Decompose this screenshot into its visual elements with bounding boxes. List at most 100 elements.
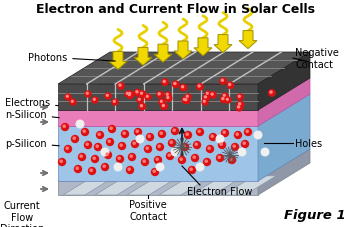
Circle shape [86,93,88,95]
Circle shape [183,146,185,148]
Circle shape [186,133,188,136]
Circle shape [194,142,201,149]
Circle shape [185,95,191,101]
Circle shape [67,96,68,98]
Circle shape [63,126,65,128]
Circle shape [105,152,112,159]
Circle shape [108,126,115,133]
Circle shape [182,98,188,104]
Circle shape [71,101,73,103]
Circle shape [167,97,169,99]
Circle shape [183,98,190,104]
Circle shape [224,95,225,97]
Circle shape [159,100,165,106]
Circle shape [86,143,88,146]
Circle shape [261,148,269,156]
Circle shape [127,92,134,98]
Circle shape [155,157,162,164]
Circle shape [189,167,195,174]
Circle shape [220,97,227,103]
Circle shape [138,99,140,101]
Polygon shape [58,181,258,195]
Circle shape [254,131,262,139]
Circle shape [196,163,204,171]
Circle shape [66,148,68,150]
Circle shape [85,92,91,98]
Circle shape [245,129,251,136]
Circle shape [203,101,205,103]
Circle shape [210,92,216,99]
Circle shape [146,148,148,150]
Circle shape [182,86,184,88]
Circle shape [80,155,82,158]
Circle shape [156,163,164,171]
Circle shape [171,128,178,135]
Text: Photons: Photons [28,53,115,63]
Circle shape [145,146,151,153]
Circle shape [239,103,241,105]
Polygon shape [239,32,257,49]
Circle shape [246,131,248,133]
Circle shape [161,101,162,103]
Circle shape [93,99,95,101]
Circle shape [218,156,220,159]
Circle shape [174,83,176,85]
Text: p-Silicon: p-Silicon [5,138,59,148]
Circle shape [64,146,71,153]
Circle shape [180,158,182,160]
Polygon shape [258,53,310,111]
Circle shape [94,144,101,151]
Circle shape [125,92,131,98]
Circle shape [161,104,167,110]
Circle shape [112,100,118,106]
Text: Electrons: Electrons [5,98,58,108]
Circle shape [107,139,113,146]
Circle shape [83,131,85,133]
Circle shape [203,95,209,101]
Circle shape [221,80,224,82]
Circle shape [136,135,144,143]
Circle shape [88,168,95,175]
Polygon shape [214,35,232,53]
Circle shape [136,91,138,93]
Circle shape [166,153,174,160]
Circle shape [157,92,163,99]
Circle shape [75,166,82,173]
Polygon shape [58,111,258,126]
Circle shape [178,157,186,164]
Polygon shape [58,95,310,126]
Circle shape [156,158,158,160]
Circle shape [162,105,164,107]
Polygon shape [58,85,258,111]
Circle shape [127,93,133,99]
Circle shape [142,159,149,166]
Polygon shape [58,79,310,111]
Circle shape [114,163,122,171]
Circle shape [158,146,160,148]
Circle shape [165,93,171,99]
Circle shape [130,155,132,158]
Circle shape [198,86,200,88]
Circle shape [117,156,124,163]
Circle shape [105,94,111,100]
Circle shape [226,99,228,101]
Circle shape [198,131,200,133]
Circle shape [238,106,240,109]
Circle shape [220,143,222,146]
Circle shape [90,169,92,172]
Circle shape [209,134,216,141]
Circle shape [96,146,98,148]
Text: Negative
Contact: Negative Contact [295,48,339,69]
Circle shape [219,142,226,149]
Polygon shape [258,149,310,195]
Circle shape [221,130,228,137]
Circle shape [158,131,165,138]
Circle shape [211,94,213,96]
Polygon shape [258,79,310,126]
Circle shape [180,85,187,91]
Circle shape [206,93,208,95]
Circle shape [121,131,128,138]
Circle shape [222,98,224,100]
Circle shape [185,99,187,101]
Circle shape [140,93,143,95]
